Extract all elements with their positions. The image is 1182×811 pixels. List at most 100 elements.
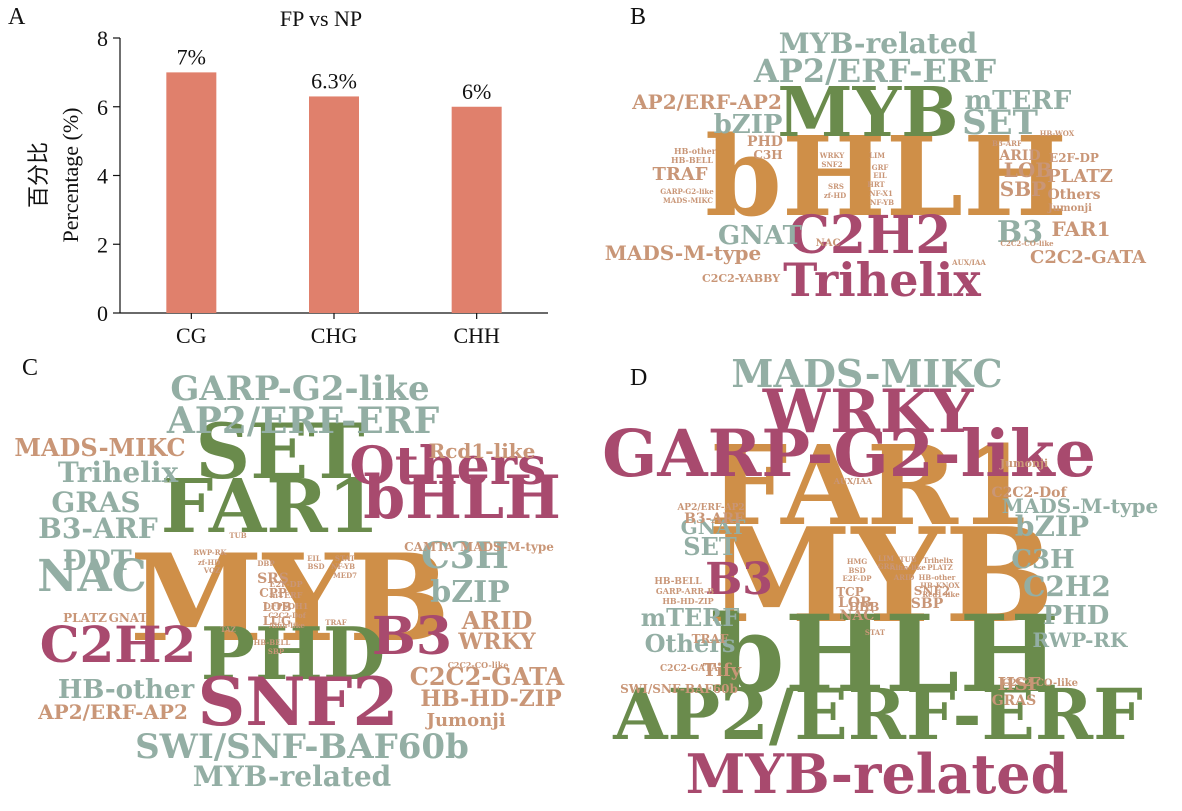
- word-b-e2f-dp: E2F-DP: [1049, 151, 1099, 165]
- x-tick-label: CHH: [453, 323, 500, 348]
- word-b-c2c2-co-like: C2C2-CO-like: [1000, 239, 1054, 248]
- word-c-lug: LUG: [263, 614, 292, 628]
- word-c-bzip: bZIP: [430, 575, 509, 610]
- word-b-wrky: WRKY: [819, 151, 846, 160]
- word-d-wrky: WRKY: [762, 377, 975, 447]
- word-c-bsd: BSD: [307, 562, 324, 571]
- word-c-mterf: mTERF: [270, 590, 303, 600]
- word-d-ap2-erf-ap2: AP2/ERF-AP2: [676, 503, 744, 513]
- word-c-nf-yb: NF-YB: [331, 562, 355, 571]
- y-tick-label: 0: [97, 301, 108, 326]
- word-b-lob: LOB: [1004, 158, 1052, 182]
- word-d-sbp: SBP: [911, 596, 944, 612]
- bar-cg: [166, 72, 217, 313]
- panel-c-word-cloud: MYB SET FAR1 PHD bHLH Others SNF2 C2H2 B3 GARP-G2…: [0, 350, 600, 806]
- word-b-nf-yb: NF-YB: [870, 198, 894, 207]
- word-d-tcp: TCP: [836, 585, 864, 599]
- word-b-traf: TRAF: [652, 164, 707, 185]
- word-c-med7: MED7: [333, 571, 357, 580]
- panel-label-c: C: [22, 355, 39, 381]
- word-c-others: Others: [350, 436, 547, 497]
- word-b-platz: PLATZ: [1047, 166, 1113, 187]
- bar-data-label: 6%: [462, 79, 491, 104]
- word-c-c3h: C3H: [421, 535, 509, 577]
- word-d-gnat: GNAT: [681, 515, 746, 539]
- word-d-garp-arr-b: GARP-ARR-B: [656, 586, 714, 596]
- word-d-tub: TUB: [899, 555, 916, 564]
- word-d-mads-m-type: MADS-M-type: [1002, 494, 1158, 518]
- word-b-arid: ARID: [998, 148, 1040, 164]
- panel-label-a: A: [8, 4, 26, 30]
- y-tick-label: 2: [97, 232, 108, 257]
- word-b-c3h: C3H: [753, 148, 782, 162]
- word-c-cpp: CPP: [259, 586, 287, 600]
- word-d-bzip: bZIP: [1015, 510, 1089, 543]
- word-b-phd: PHD: [747, 134, 783, 150]
- word-c-garp-g2-like: GARP-G2-like: [170, 369, 429, 409]
- word-d-ap2-erf-erf: AP2/ERF-ERF: [612, 673, 1143, 756]
- word-d-tify: Tify: [703, 660, 742, 681]
- word-d-lob: LOB: [838, 595, 872, 611]
- word-b-jumonji: Jumonji: [1047, 203, 1092, 214]
- word-d-snf2: SNF2: [914, 584, 951, 598]
- word-b-aux-iaa: AUX/IAA: [951, 258, 986, 267]
- word-c-zf-hd: zf-HD: [198, 558, 220, 567]
- word-b-myb: MYB: [777, 73, 958, 153]
- word-d-c2c2-co-like: C2C2-CO-like: [1002, 678, 1078, 689]
- word-c-mads-m-type: MADS-M-type: [460, 540, 554, 554]
- word-c-voz: VOZ: [203, 566, 221, 575]
- word-b-hrt: HRT: [867, 180, 885, 189]
- word-b-garp-g2-like: GARP-G2-like: [660, 187, 714, 196]
- word-c-ap2-erf-ap2: AP2/ERF-AP2: [37, 700, 188, 724]
- chart-title: FP vs NP: [280, 6, 362, 31]
- word-d-trihelix: Trihelix: [923, 556, 954, 565]
- panel-label-b: B: [630, 4, 647, 30]
- panel-a-bar-chart: FP vs NP 百分比 Percentage (%) 0 2 4 6 8 CG 7% CHG…: [0, 0, 600, 350]
- word-c-c2c2-gata: C2C2-GATA: [410, 662, 565, 691]
- word-c-arid: ARID: [461, 606, 533, 635]
- word-b-bzip: bZIP: [714, 110, 783, 140]
- word-d-others: Others: [645, 629, 736, 658]
- word-c-phd: PHD: [201, 611, 386, 696]
- word-b-ap2-erf-ap2: AP2/ERF-AP2: [631, 90, 782, 114]
- word-b-nac: NAC: [816, 238, 841, 249]
- x-tick-label: CHG: [311, 323, 358, 348]
- word-c-nac: NAC: [37, 551, 146, 602]
- word-d-hb-knox: HB-KNOX: [920, 581, 960, 590]
- word-b-hb-other: HB-other: [674, 146, 717, 156]
- bar-chart-svg: FP vs NP 百分比 Percentage (%) 0 2 4 6 8 CG 7% CHG…: [26, 6, 548, 348]
- y-tick-label: 8: [97, 26, 108, 51]
- word-b-c2c2-gata: C2C2-GATA: [1030, 247, 1147, 268]
- word-d-c2h2: C2H2: [1023, 570, 1111, 603]
- word-d-aux-iaa: AUX/IAA: [833, 476, 873, 486]
- word-c-mads-mikc: MADS-MIKC: [14, 433, 185, 462]
- word-b-c2c2-yabby: C2C2-YABBY: [702, 272, 780, 285]
- word-b-bhlh: bHLH: [705, 112, 1067, 241]
- word-c-b3-arf: B3-ARF: [38, 512, 158, 545]
- word-d-e2f-dp: E2F-DP: [842, 574, 872, 583]
- word-d-myb: MYB: [708, 499, 1055, 652]
- word-c-tub: TUB: [229, 531, 246, 540]
- y-tick-label: 6: [97, 95, 108, 120]
- word-c-hb-other: HB-other: [58, 675, 195, 705]
- word-b-lim: LIM: [869, 151, 885, 160]
- word-d-c2c2-dof: C2C2-Dof: [991, 485, 1067, 501]
- word-b-gnat: GNAT: [718, 221, 803, 251]
- word-d-platz: PLATZ: [927, 563, 953, 572]
- word-c-swi-snf-baf60b: SWI/SNF-BAF60b: [135, 727, 469, 767]
- bar-data-label: 6.3%: [311, 68, 357, 93]
- word-c-lob: LOB: [262, 600, 291, 614]
- bar-data-label: 7%: [177, 44, 206, 69]
- word-b-b3: B3: [997, 215, 1043, 250]
- word-d-lim: LIM: [878, 554, 894, 563]
- word-c-srs: SRS: [257, 571, 289, 587]
- word-d-rcd1-like: Rcd1-like: [922, 590, 960, 599]
- word-d-mads-mikc: MADS-MIKC: [731, 351, 1002, 396]
- word-d-rwp-rk: RWP-RK: [1033, 628, 1129, 652]
- word-b-others: Others: [1047, 187, 1100, 203]
- panel-label-d: D: [630, 365, 648, 391]
- word-c-bhlh: bHLH: [363, 463, 561, 533]
